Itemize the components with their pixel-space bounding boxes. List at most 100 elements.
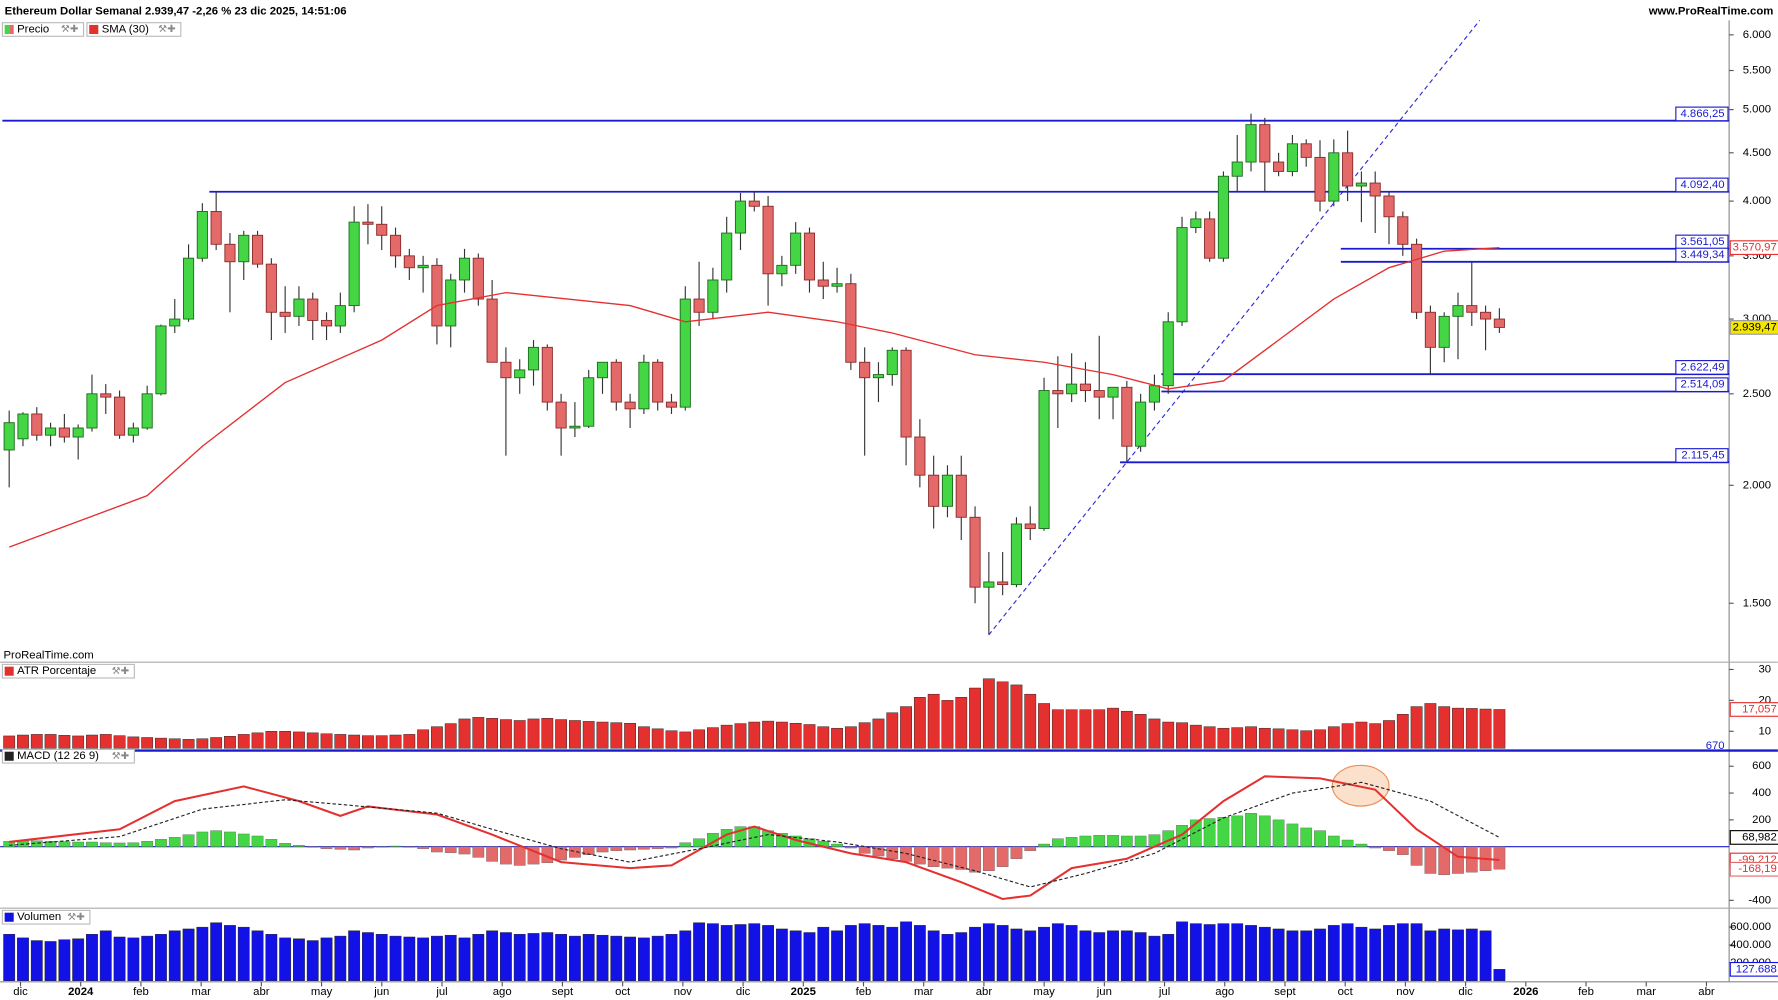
bar: [610, 935, 623, 981]
sma-line: [8, 246, 1500, 548]
x-tick-label: dic: [1458, 986, 1473, 998]
histogram-bar: [734, 826, 747, 847]
histogram-bar: [265, 839, 278, 847]
histogram-bar: [693, 838, 705, 847]
candle-body: [1107, 386, 1119, 398]
candle-body: [362, 221, 374, 225]
bar: [541, 718, 554, 749]
candle-body: [638, 361, 650, 410]
histogram-bar: [1314, 830, 1326, 847]
candle-body: [1424, 311, 1436, 348]
bar: [44, 734, 57, 749]
candle-body: [500, 361, 512, 379]
bar: [1383, 925, 1395, 981]
candle-body: [790, 232, 802, 266]
level-label-box: [1675, 377, 1729, 393]
bar: [624, 723, 636, 749]
bar: [279, 731, 292, 749]
candle-body: [776, 264, 788, 275]
bar: [127, 937, 140, 981]
value-label: 127.688: [1736, 963, 1777, 975]
level-label: 3.561,05: [1680, 236, 1724, 248]
candle-body: [1438, 315, 1450, 348]
bar: [403, 734, 416, 749]
bar: [555, 934, 568, 981]
candle-body: [155, 325, 167, 395]
bar: [1452, 707, 1464, 749]
candle-body: [1093, 390, 1105, 398]
legend-frame: [1, 22, 85, 37]
histogram-bar: [886, 846, 899, 859]
candle-body: [583, 377, 595, 427]
histogram-bar: [1024, 846, 1037, 851]
bar: [168, 930, 181, 981]
bar: [168, 738, 181, 749]
x-tick-label: feb: [133, 986, 149, 998]
candle-body: [1038, 390, 1050, 529]
bar: [72, 735, 85, 749]
bar: [1231, 727, 1244, 749]
histogram-bar: [182, 834, 195, 847]
histogram-bar: [1134, 835, 1147, 847]
histogram-bar: [444, 846, 457, 853]
candle-body: [1342, 152, 1354, 187]
candle-body: [624, 401, 636, 410]
candle-body: [1480, 311, 1492, 320]
bar: [665, 730, 678, 749]
histogram-bar: [362, 846, 374, 849]
y-tick-label: 3.500: [1743, 250, 1771, 262]
candle-body: [872, 374, 885, 379]
candle-body: [1148, 385, 1160, 403]
histogram-bar: [610, 846, 623, 851]
bar: [1396, 714, 1409, 749]
bar: [265, 731, 278, 749]
trend-line: [988, 20, 1481, 636]
candle-body: [1245, 124, 1257, 163]
bar: [900, 921, 912, 981]
signal-line: [9, 781, 1500, 888]
histogram-bar: [196, 831, 209, 847]
candle-body: [72, 427, 84, 438]
bar: [693, 729, 705, 749]
bar: [679, 731, 692, 749]
bar: [431, 726, 443, 749]
candle-body: [941, 474, 954, 507]
y-tick-label: 600.000: [1730, 921, 1771, 933]
legend-tool: ⚒✚: [61, 24, 79, 35]
bar: [1438, 706, 1451, 749]
histogram-bar: [417, 846, 429, 849]
histogram-bar: [651, 846, 664, 849]
histogram-bar: [251, 835, 264, 847]
bar: [1286, 729, 1299, 749]
bar: [486, 930, 499, 981]
bar: [1079, 930, 1092, 981]
bar: [196, 926, 209, 981]
bar: [734, 723, 747, 749]
candle-body: [224, 243, 236, 263]
candle-body: [652, 361, 664, 403]
bar: [762, 720, 774, 749]
legend-label: Precio: [17, 23, 49, 35]
x-tick-label: jun: [1096, 986, 1112, 998]
histogram-bar: [1452, 846, 1464, 874]
legend-label: MACD (12 26 9): [17, 750, 99, 762]
bar: [775, 928, 788, 981]
histogram-bar: [665, 846, 678, 849]
candle-body: [997, 581, 1009, 586]
legend-icon: [9, 24, 14, 35]
candle-body: [514, 369, 526, 379]
bar: [1024, 930, 1037, 981]
bar: [624, 936, 636, 981]
y-tick-label: 6.000: [1743, 29, 1771, 41]
site-label: www.ProRealTime.com: [1648, 5, 1774, 17]
bar: [210, 737, 223, 749]
legend-frame: [1, 909, 91, 925]
bar: [306, 940, 319, 981]
histogram-bar: [1120, 835, 1133, 847]
bar: [334, 734, 347, 749]
candle-body: [900, 349, 912, 438]
candle-body: [3, 422, 15, 451]
histogram-bar: [555, 846, 567, 861]
legend-icon: [4, 751, 14, 761]
bar: [1410, 706, 1423, 749]
